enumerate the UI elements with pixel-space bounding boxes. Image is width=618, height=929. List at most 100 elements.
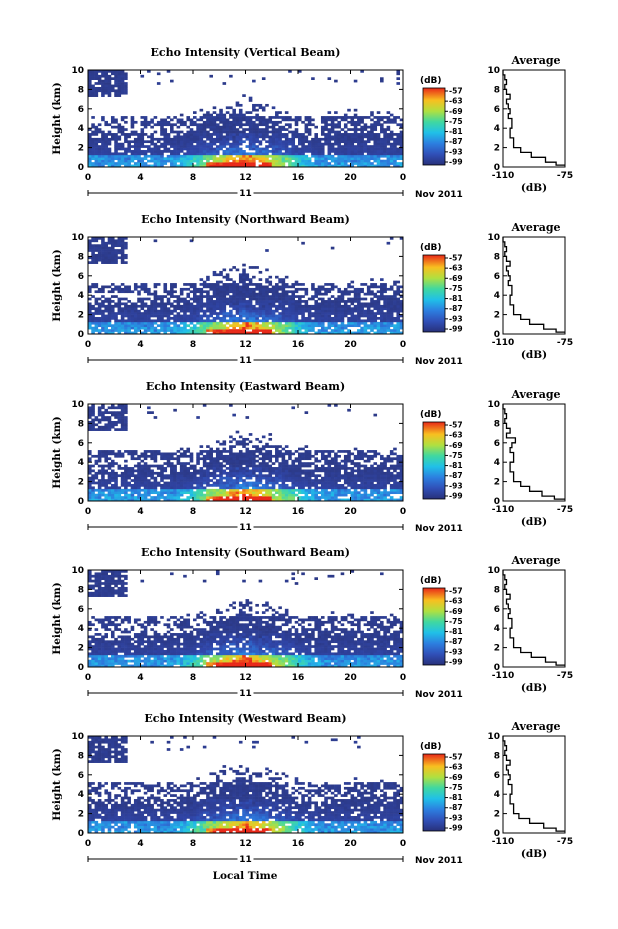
- heatmap-cell: [173, 300, 177, 303]
- heatmap-cell: [104, 133, 108, 136]
- avg-y-tick-label: 2: [494, 311, 500, 321]
- heatmap-cell: [166, 321, 171, 325]
- heatmap-cell: [212, 469, 217, 473]
- heatmap-cell: [340, 304, 345, 308]
- heatmap-cell: [91, 150, 95, 153]
- heatmap-cell: [219, 307, 223, 311]
- heatmap-cell: [120, 79, 125, 83]
- heatmap-cell: [222, 297, 227, 301]
- heatmap-cell: [242, 469, 246, 473]
- heatmap-cell: [278, 130, 282, 134]
- heatmap-cell: [357, 321, 361, 325]
- heatmap-cell: [199, 297, 204, 301]
- heatmap-cell: [232, 123, 236, 127]
- heatmap-cell: [150, 484, 154, 487]
- heatmap-cell: [235, 430, 240, 434]
- heatmap-cell: [337, 140, 341, 144]
- heatmap-cell: [311, 77, 315, 80]
- heatmap-cell: [340, 147, 345, 151]
- heatmap-cell: [212, 157, 217, 161]
- heatmap-cell: [212, 162, 217, 165]
- heatmap-cell: [357, 135, 361, 139]
- heatmap-cell: [242, 164, 246, 168]
- heatmap-cell: [196, 137, 200, 141]
- heatmap-cell: [291, 147, 296, 151]
- heatmap-cell: [101, 237, 105, 240]
- heatmap-cell: [183, 317, 187, 320]
- heatmap-cell: [284, 111, 289, 114]
- heatmap-cell: [170, 476, 174, 480]
- heatmap-cell: [143, 125, 148, 129]
- heatmap-cell: [101, 135, 105, 139]
- heatmap-cell: [91, 164, 95, 168]
- heatmap-cell: [202, 302, 207, 306]
- heatmap-cell: [104, 70, 108, 73]
- heatmap-cell: [235, 471, 240, 475]
- heatmap-cell: [193, 157, 197, 161]
- heatmap-cell: [261, 307, 266, 311]
- heatmap-cell: [268, 307, 273, 311]
- heatmap-cell: [337, 309, 341, 313]
- heatmap-cell: [137, 319, 141, 323]
- heatmap-cell: [130, 324, 135, 328]
- heatmap-cell: [183, 319, 187, 323]
- heatmap-cell: [275, 137, 279, 141]
- heatmap-cell: [304, 462, 309, 465]
- heatmap-cell: [301, 300, 305, 303]
- heatmap-cell: [133, 319, 138, 323]
- heatmap-cell: [238, 147, 243, 151]
- heatmap-cell: [252, 493, 256, 497]
- heatmap-cell: [130, 331, 135, 335]
- heatmap-cell: [101, 256, 105, 260]
- heatmap-cell: [366, 147, 371, 151]
- heatmap-cell: [291, 283, 296, 286]
- heatmap-cell: [156, 162, 161, 165]
- heatmap-cell: [140, 74, 145, 78]
- heatmap-cell: [242, 493, 246, 497]
- heatmap-cell: [179, 488, 184, 492]
- heatmap-cell: [370, 319, 374, 323]
- heatmap-cell: [124, 253, 128, 257]
- heatmap-cell: [173, 142, 177, 146]
- heatmap-cell: [376, 116, 381, 119]
- heatmap-cell: [147, 140, 151, 144]
- heatmap-cell: [248, 476, 253, 480]
- avg-y-tick-label: 10: [487, 233, 500, 243]
- heatmap-cell: [265, 285, 269, 289]
- heatmap-cell: [235, 285, 240, 289]
- heatmap-cell: [97, 258, 102, 262]
- heatmap-cell: [252, 450, 256, 453]
- heatmap-cell: [393, 297, 397, 301]
- heatmap-cell: [225, 326, 230, 330]
- heatmap-cell: [311, 154, 315, 158]
- heatmap-cell: [199, 162, 204, 165]
- heatmap-cell: [219, 452, 223, 456]
- heatmap-cell: [156, 474, 161, 478]
- heatmap-cell: [127, 307, 131, 311]
- heatmap-cell: [104, 452, 108, 456]
- heatmap-cell: [314, 164, 318, 168]
- heatmap-cell: [238, 324, 243, 328]
- heatmap-cell: [238, 464, 243, 468]
- heatmap-cell: [370, 145, 374, 148]
- heatmap-cell: [265, 290, 269, 294]
- heatmap-cell: [298, 164, 302, 168]
- heatmap-cell: [130, 491, 135, 495]
- heatmap-cell: [268, 159, 273, 163]
- heatmap-cell: [104, 150, 108, 153]
- heatmap-cell: [193, 498, 197, 502]
- heatmap-cell: [360, 309, 364, 313]
- heatmap-cell: [258, 135, 263, 139]
- heatmap-cell: [238, 159, 243, 163]
- heatmap-cell: [209, 321, 213, 325]
- heatmap-cell: [91, 406, 95, 410]
- heatmap-cell: [261, 326, 266, 330]
- heatmap-cell: [124, 428, 128, 431]
- heatmap-cell: [120, 425, 125, 429]
- heatmap-cell: [235, 464, 240, 468]
- heatmap-cell: [343, 309, 348, 313]
- heatmap-cell: [140, 452, 145, 456]
- y-tick-label: 6: [78, 105, 84, 115]
- heatmap-cell: [94, 285, 99, 289]
- heatmap-cell: [291, 324, 296, 328]
